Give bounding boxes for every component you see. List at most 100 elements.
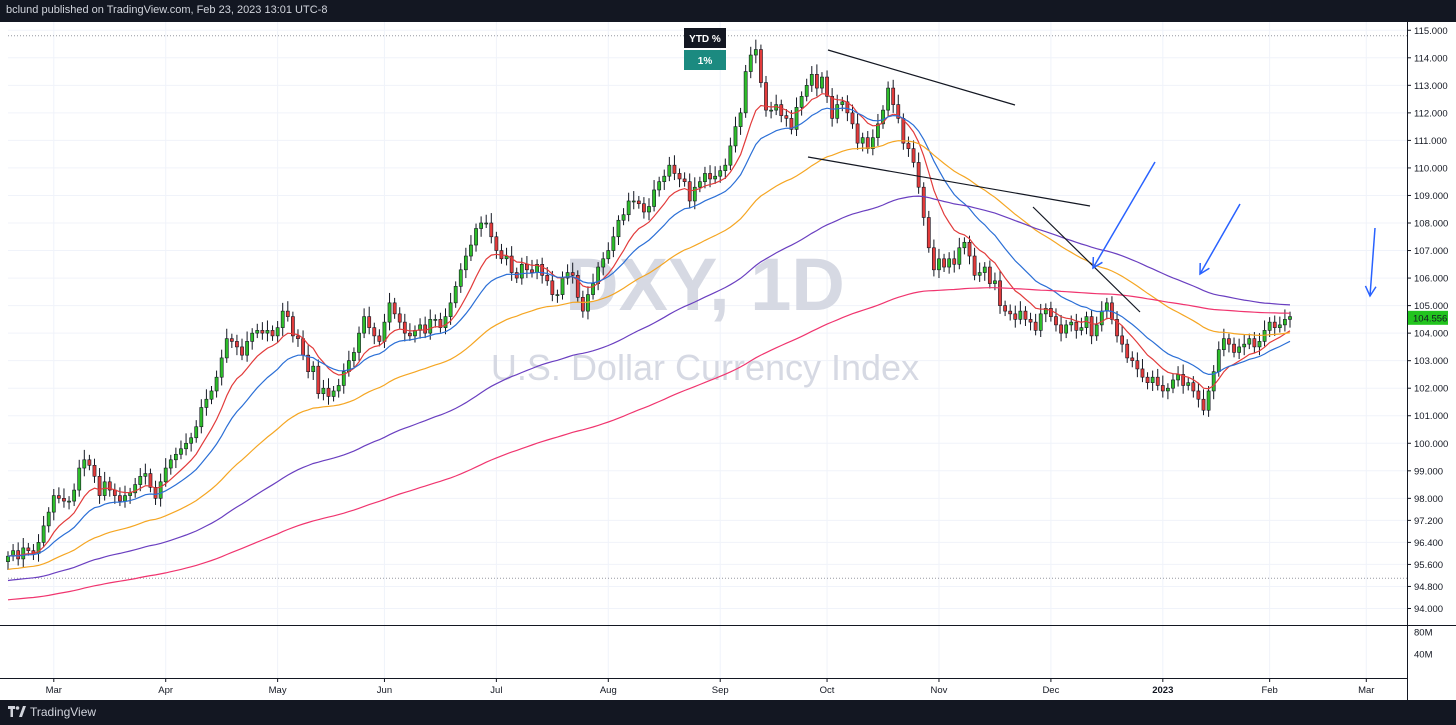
candle — [1140, 359, 1145, 383]
candle-body — [616, 219, 621, 238]
candle — [1267, 317, 1272, 337]
candle — [570, 262, 575, 284]
candle-body — [153, 487, 158, 499]
candle-body — [779, 104, 784, 116]
candle — [72, 483, 77, 507]
candle — [748, 46, 753, 79]
candle-body — [219, 357, 224, 378]
candle-body — [209, 390, 214, 400]
candle-body — [982, 266, 987, 273]
candle — [199, 399, 204, 434]
candle-body — [1018, 310, 1023, 320]
candle-body — [748, 54, 753, 72]
candle — [316, 359, 321, 399]
candle-body — [952, 258, 957, 265]
candle-body — [677, 173, 682, 180]
candle — [504, 247, 509, 266]
candle — [896, 94, 901, 124]
candle — [708, 165, 712, 188]
candle — [794, 97, 799, 136]
tradingview-logo[interactable]: TradingView — [8, 705, 96, 719]
candle-body — [204, 398, 209, 408]
candle — [209, 386, 214, 405]
candle — [118, 487, 122, 507]
candle — [932, 239, 936, 277]
candle — [107, 476, 112, 497]
candle-body — [911, 148, 916, 163]
time-axis-label: Sep — [712, 685, 729, 696]
candle-body — [229, 338, 234, 342]
candle — [743, 64, 748, 118]
candle-body — [1191, 382, 1196, 392]
price-chart[interactable]: DXY, 1D U.S. Dollar Currency Index YTD % 1%… — [0, 22, 1456, 700]
candle-body — [306, 354, 311, 372]
candle-body — [993, 280, 997, 284]
candle-body — [352, 352, 356, 361]
price-axis-label: 96.400 — [1414, 538, 1443, 549]
candle — [77, 459, 82, 497]
candle — [642, 197, 646, 219]
candle — [1171, 373, 1175, 394]
candle — [479, 216, 483, 237]
candle-body — [769, 109, 773, 112]
candle-body — [458, 269, 463, 287]
candle-body — [738, 112, 743, 127]
candle — [779, 99, 784, 123]
candle-body — [764, 82, 768, 111]
candle-body — [484, 222, 489, 225]
candle-body — [1023, 310, 1028, 320]
candle — [1288, 311, 1292, 328]
annotation-arrow — [1199, 203, 1241, 276]
candle — [194, 420, 199, 443]
ytd-value: 1% — [698, 56, 713, 67]
candle-body — [977, 272, 982, 276]
candle — [820, 72, 824, 94]
price-axis-label: 104.000 — [1414, 329, 1448, 340]
arrow-head — [1092, 256, 1103, 270]
candle — [204, 389, 209, 416]
candle — [631, 191, 636, 210]
ema-50-line — [7, 140, 1291, 570]
arrow-head — [1199, 262, 1210, 276]
candle — [1206, 386, 1211, 417]
candle — [814, 64, 819, 97]
candle — [143, 463, 148, 485]
candle-body — [789, 118, 794, 130]
grid-lines — [8, 22, 1407, 678]
price-axis-label: 102.000 — [1414, 384, 1448, 395]
candle-body — [1237, 346, 1241, 353]
candle-body — [128, 492, 132, 496]
candle — [784, 109, 789, 127]
candle — [1023, 306, 1028, 326]
candle — [1135, 352, 1140, 378]
candle-body — [519, 264, 524, 279]
candle — [321, 379, 326, 401]
candle-body — [784, 115, 789, 119]
candle — [184, 433, 188, 456]
candle — [753, 39, 758, 64]
price-axis-label: 115.000 — [1414, 26, 1448, 37]
candle-body — [860, 137, 865, 144]
candle — [418, 318, 422, 339]
ytd-indicator-box: YTD % 1% — [684, 28, 726, 70]
candle — [1211, 365, 1216, 400]
candle — [357, 326, 361, 361]
candle — [621, 208, 626, 226]
candle — [601, 252, 606, 276]
candle — [911, 140, 916, 168]
candle-body — [870, 137, 875, 149]
candle — [448, 292, 453, 325]
candle-body — [809, 74, 814, 86]
candle — [163, 458, 168, 487]
candle — [977, 262, 982, 282]
candle — [662, 169, 667, 190]
candle-body — [657, 181, 662, 191]
candle — [1196, 382, 1201, 408]
candle-body — [1003, 305, 1007, 312]
candle-body — [112, 489, 117, 496]
candle — [667, 156, 672, 182]
candle-body — [184, 442, 188, 450]
candle — [586, 286, 590, 320]
candle — [62, 488, 66, 508]
candle — [453, 281, 458, 308]
